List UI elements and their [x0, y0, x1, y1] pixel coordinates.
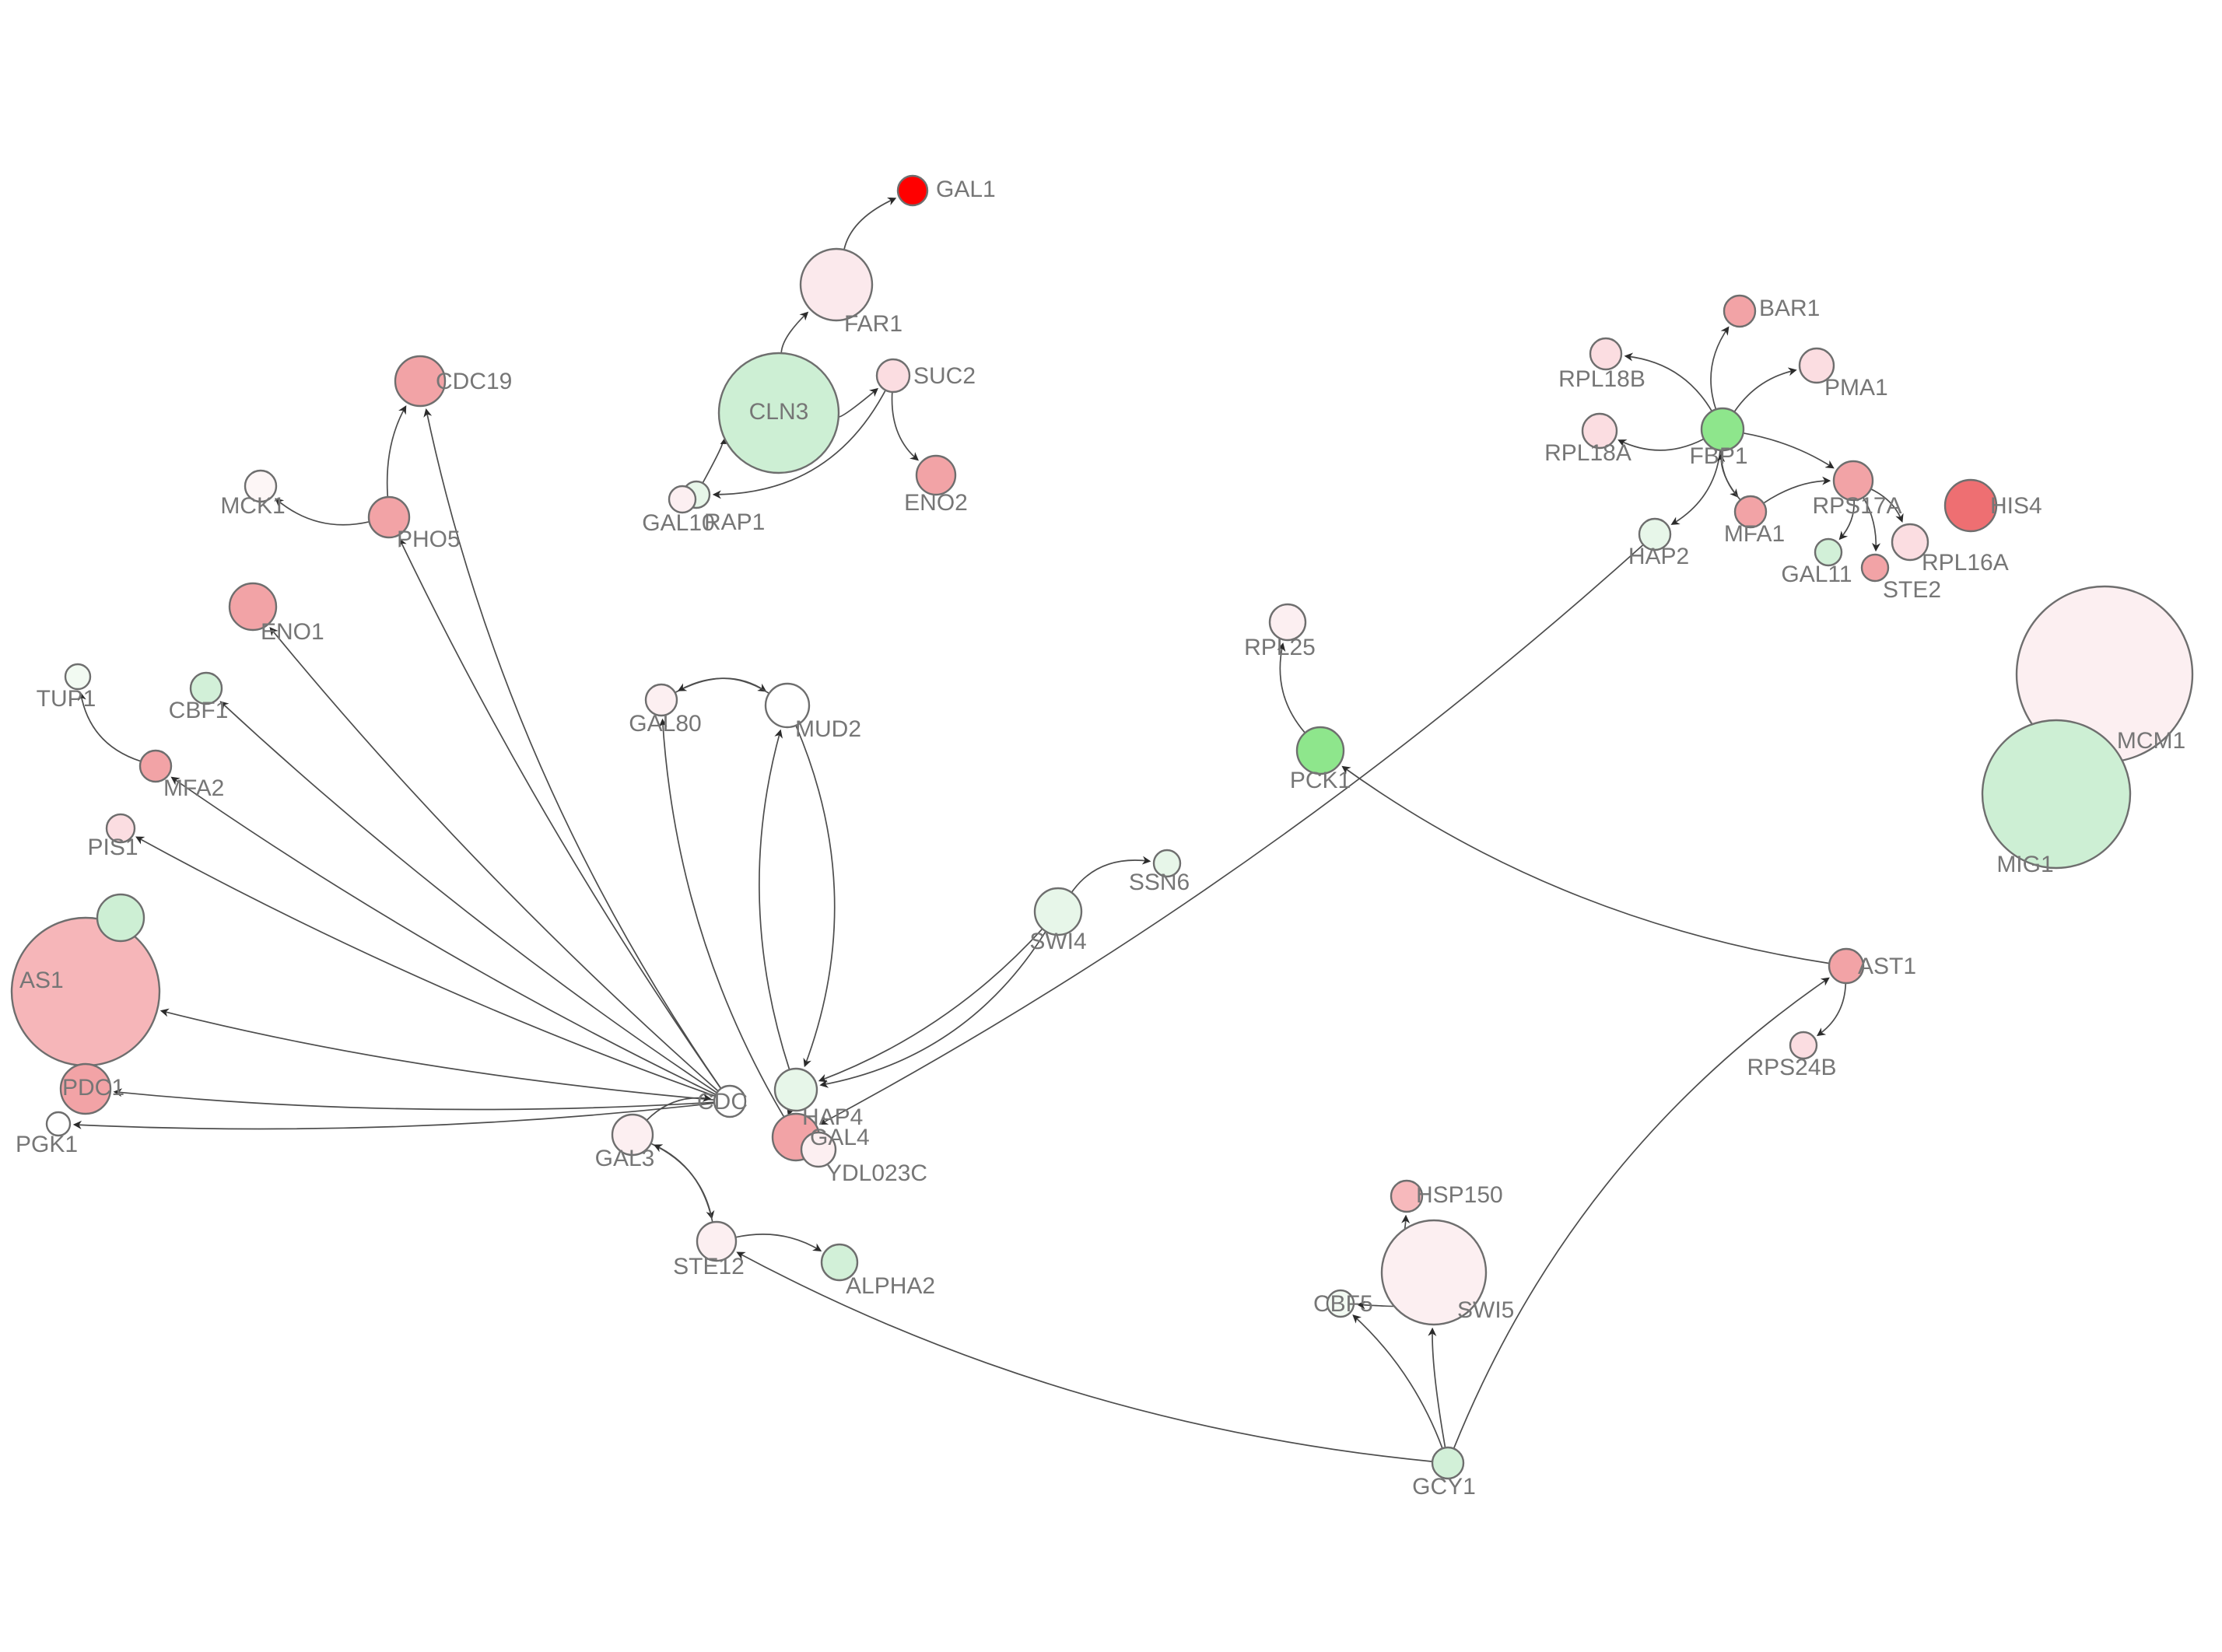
svg-text:SWI5: SWI5: [1457, 1297, 1514, 1323]
svg-text:RPL16A: RPL16A: [1922, 550, 2009, 576]
svg-text:HIS4: HIS4: [1990, 493, 2042, 519]
svg-text:MIG1: MIG1: [1996, 852, 2053, 877]
svg-text:MCM1: MCM1: [2117, 728, 2185, 754]
svg-text:CBF1: CBF1: [169, 698, 229, 723]
svg-text:PHO5: PHO5: [397, 527, 461, 552]
svg-text:SWI4: SWI4: [1029, 929, 1086, 954]
svg-text:GCY1: GCY1: [1412, 1474, 1476, 1500]
svg-text:MUD2: MUD2: [795, 716, 861, 742]
svg-text:SUC2: SUC2: [913, 363, 976, 389]
svg-text:TUP1: TUP1: [37, 686, 96, 712]
svg-text:GAL10: GAL10: [642, 510, 714, 536]
svg-text:ENO1: ENO1: [261, 619, 324, 645]
svg-text:PCK1: PCK1: [1290, 768, 1351, 793]
svg-text:STE12: STE12: [673, 1254, 745, 1279]
svg-text:PDC1: PDC1: [62, 1075, 124, 1101]
svg-text:HSP150: HSP150: [1416, 1182, 1503, 1208]
svg-text:CBF5: CBF5: [1313, 1291, 1373, 1317]
svg-text:ALPHA2: ALPHA2: [846, 1273, 935, 1299]
svg-text:PGK1: PGK1: [16, 1132, 78, 1157]
svg-text:CDC19: CDC19: [436, 369, 512, 394]
svg-text:RPL25: RPL25: [1244, 635, 1316, 660]
svg-text:MFA2: MFA2: [163, 775, 224, 801]
svg-text:MCK1: MCK1: [220, 493, 285, 519]
svg-text:GAL11: GAL11: [1781, 562, 1852, 587]
svg-text:RPS24B: RPS24B: [1747, 1055, 1836, 1080]
svg-text:BAR1: BAR1: [1759, 296, 1820, 321]
svg-text:HAP2: HAP2: [1628, 544, 1689, 569]
svg-text:RPL18A: RPL18A: [1544, 440, 1631, 466]
svg-text:AS1: AS1: [19, 968, 64, 993]
svg-text:RPS17A: RPS17A: [1812, 493, 1901, 519]
svg-text:YDL023C: YDL023C: [826, 1160, 927, 1186]
svg-text:GAL3: GAL3: [595, 1146, 655, 1171]
svg-text:GAL1: GAL1: [936, 177, 996, 202]
svg-text:STE2: STE2: [1883, 577, 1941, 603]
svg-text:SSN6: SSN6: [1129, 870, 1190, 895]
svg-text:CLN3: CLN3: [749, 399, 809, 425]
svg-text:ENO2: ENO2: [904, 490, 968, 516]
svg-text:RPL18B: RPL18B: [1558, 366, 1645, 392]
svg-text:FBP1: FBP1: [1689, 443, 1747, 469]
svg-text:FAR1: FAR1: [844, 311, 902, 337]
svg-text:GAL80: GAL80: [629, 711, 701, 737]
svg-text:MFA1: MFA1: [1724, 521, 1785, 547]
svg-text:PIS1: PIS1: [87, 835, 138, 860]
svg-text:AST1: AST1: [1858, 954, 1916, 979]
svg-text:HAP4: HAP4: [802, 1104, 863, 1130]
svg-text:CDC: CDC: [697, 1089, 748, 1115]
svg-text:PMA1: PMA1: [1824, 375, 1888, 401]
